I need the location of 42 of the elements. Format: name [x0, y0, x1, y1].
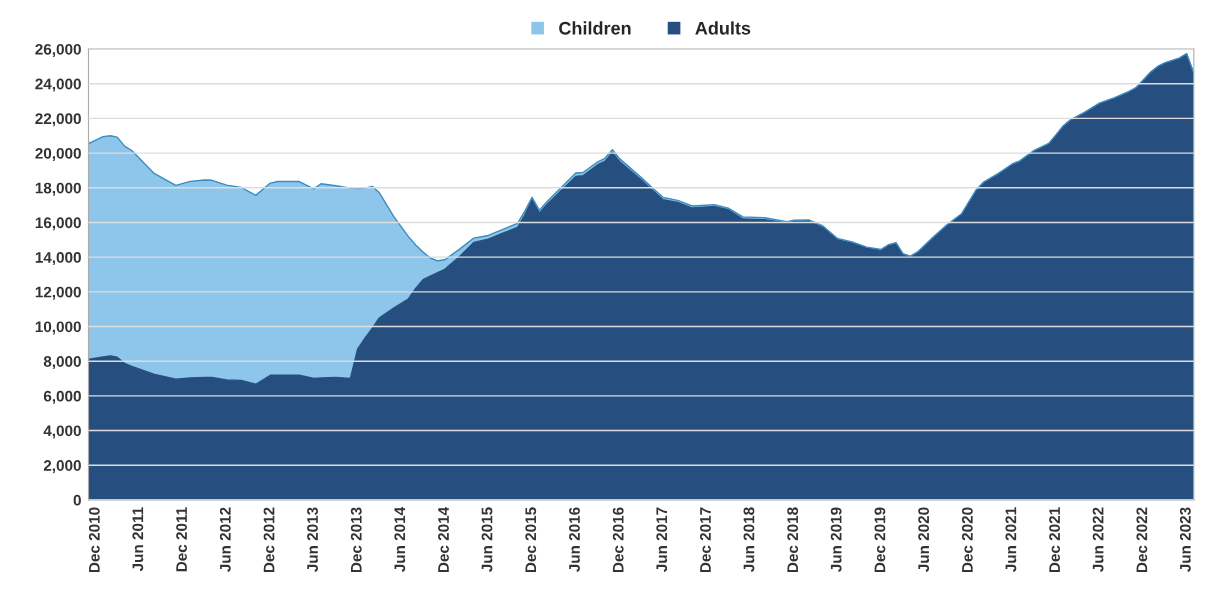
x-tick-label: Jun 2021	[1005, 507, 1017, 573]
x-tick-label: Dec 2010	[88, 507, 100, 573]
y-tick-label: 24,000	[35, 78, 81, 92]
x-tick-label: Jun 2023	[1179, 507, 1191, 573]
x-tick-label: Jun 2020	[918, 507, 930, 573]
x-tick-label: Dec 2022	[1136, 507, 1148, 573]
x-tick-label: Dec 2016	[612, 507, 624, 573]
x-tick-label: Dec 2013	[350, 507, 362, 573]
y-tick-label: 18,000	[35, 182, 81, 196]
y-tick-label: 16,000	[35, 217, 81, 231]
x-tick-label: Dec 2014	[438, 506, 449, 573]
x-tick-label: Jun 2022	[1092, 507, 1104, 573]
x-tick-label: Jun 2016	[569, 507, 580, 573]
y-tick-label: 6,000	[43, 390, 81, 404]
x-tick-label: Jun 2011	[132, 507, 144, 572]
x-tick-label: Dec 2021	[1049, 507, 1061, 573]
x-tick-label: Dec 2020	[961, 507, 973, 573]
y-tick-label: 12,000	[35, 286, 81, 300]
legend-label: Children	[559, 21, 631, 35]
x-tick-label: Dec 2015	[525, 507, 537, 573]
y-tick-label: 22,000	[35, 113, 81, 127]
x-tick-label: Jun 2019	[830, 507, 842, 573]
x-tick-label: Jun 2015	[481, 507, 493, 573]
y-tick-label: 2,000	[43, 460, 81, 474]
y-tick-label: 10,000	[35, 321, 81, 335]
x-tick-label: Jun 2014	[394, 506, 406, 573]
x-tick-label: Dec 2012	[263, 507, 275, 573]
y-tick-label: 8,000	[43, 356, 81, 370]
x-tick-label: Dec 2018	[787, 507, 799, 573]
y-tick-label: 26,000	[35, 43, 81, 57]
y-tick-label: 14,000	[35, 252, 81, 266]
x-tick-label: Dec 2011	[176, 507, 187, 572]
x-tick-label: Jun 2013	[307, 507, 318, 573]
x-tick-label: Jun 2012	[219, 507, 231, 573]
y-tick-label: 20,000	[35, 147, 81, 161]
y-tick-label: 0	[73, 494, 81, 506]
x-tick-label: Jun 2017	[656, 507, 668, 573]
x-tick-label: Dec 2019	[874, 507, 886, 573]
legend-label: Adults	[695, 21, 751, 35]
x-tick-label: Jun 2018	[743, 507, 755, 573]
y-tick-label: 4,000	[43, 425, 81, 439]
x-tick-label: Dec 2017	[700, 507, 711, 573]
